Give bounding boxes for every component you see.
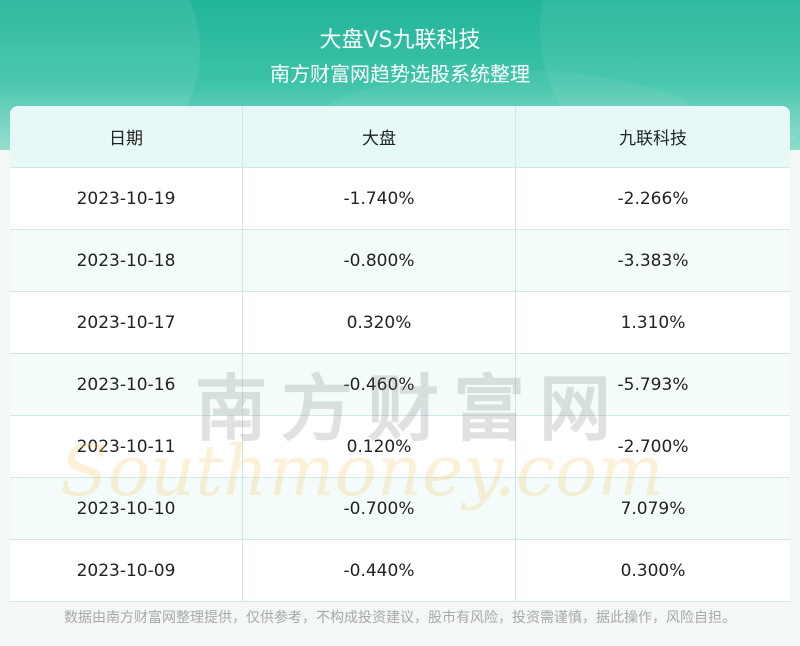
market-change-cell: -1.740%: [243, 168, 516, 230]
date-cell: 2023-10-11: [10, 416, 243, 478]
table-row: 2023-10-16 -0.460% -5.793%: [10, 354, 790, 416]
page-subtitle: 南方财富网趋势选股系统整理: [270, 62, 530, 86]
stock-change-cell: 0.300%: [516, 540, 790, 602]
table-row: 2023-10-09 -0.440% 0.300%: [10, 540, 790, 602]
stock-change-cell: -5.793%: [516, 354, 790, 416]
market-change-cell: -0.440%: [243, 540, 516, 602]
table-row: 2023-10-19 -1.740% -2.266%: [10, 168, 790, 230]
market-change-cell: 0.120%: [243, 416, 516, 478]
page-title: 大盘VS九联科技: [319, 28, 481, 53]
stock-change-cell: 1.310%: [516, 292, 790, 354]
date-cell: 2023-10-18: [10, 230, 243, 292]
table-header-row: 日期 大盘 九联科技: [10, 106, 790, 168]
stock-change-cell: -3.383%: [516, 230, 790, 292]
table-row: 2023-10-17 0.320% 1.310%: [10, 292, 790, 354]
column-header-stock: 九联科技: [516, 106, 790, 168]
date-cell: 2023-10-17: [10, 292, 243, 354]
stock-change-cell: 7.079%: [516, 478, 790, 540]
comparison-table: 日期 大盘 九联科技 2023-10-19 -1.740% -2.266% 20…: [10, 106, 790, 602]
disclaimer-text: 数据由南方财富网整理提供，仅供参考，不构成投资建议，股市有风险，投资需谨慎，据此…: [64, 610, 736, 626]
column-header-date: 日期: [10, 106, 243, 168]
date-cell: 2023-10-16: [10, 354, 243, 416]
table-row: 2023-10-18 -0.800% -3.383%: [10, 230, 790, 292]
column-header-market: 大盘: [243, 106, 516, 168]
date-cell: 2023-10-10: [10, 478, 243, 540]
table-grid: 日期 大盘 九联科技 2023-10-19 -1.740% -2.266% 20…: [10, 106, 790, 602]
date-cell: 2023-10-09: [10, 540, 243, 602]
market-change-cell: 0.320%: [243, 292, 516, 354]
table-row: 2023-10-10 -0.700% 7.079%: [10, 478, 790, 540]
stock-change-cell: -2.700%: [516, 416, 790, 478]
market-change-cell: -0.800%: [243, 230, 516, 292]
market-change-cell: -0.700%: [243, 478, 516, 540]
market-change-cell: -0.460%: [243, 354, 516, 416]
table-row: 2023-10-11 0.120% -2.700%: [10, 416, 790, 478]
date-cell: 2023-10-19: [10, 168, 243, 230]
stock-change-cell: -2.266%: [516, 168, 790, 230]
